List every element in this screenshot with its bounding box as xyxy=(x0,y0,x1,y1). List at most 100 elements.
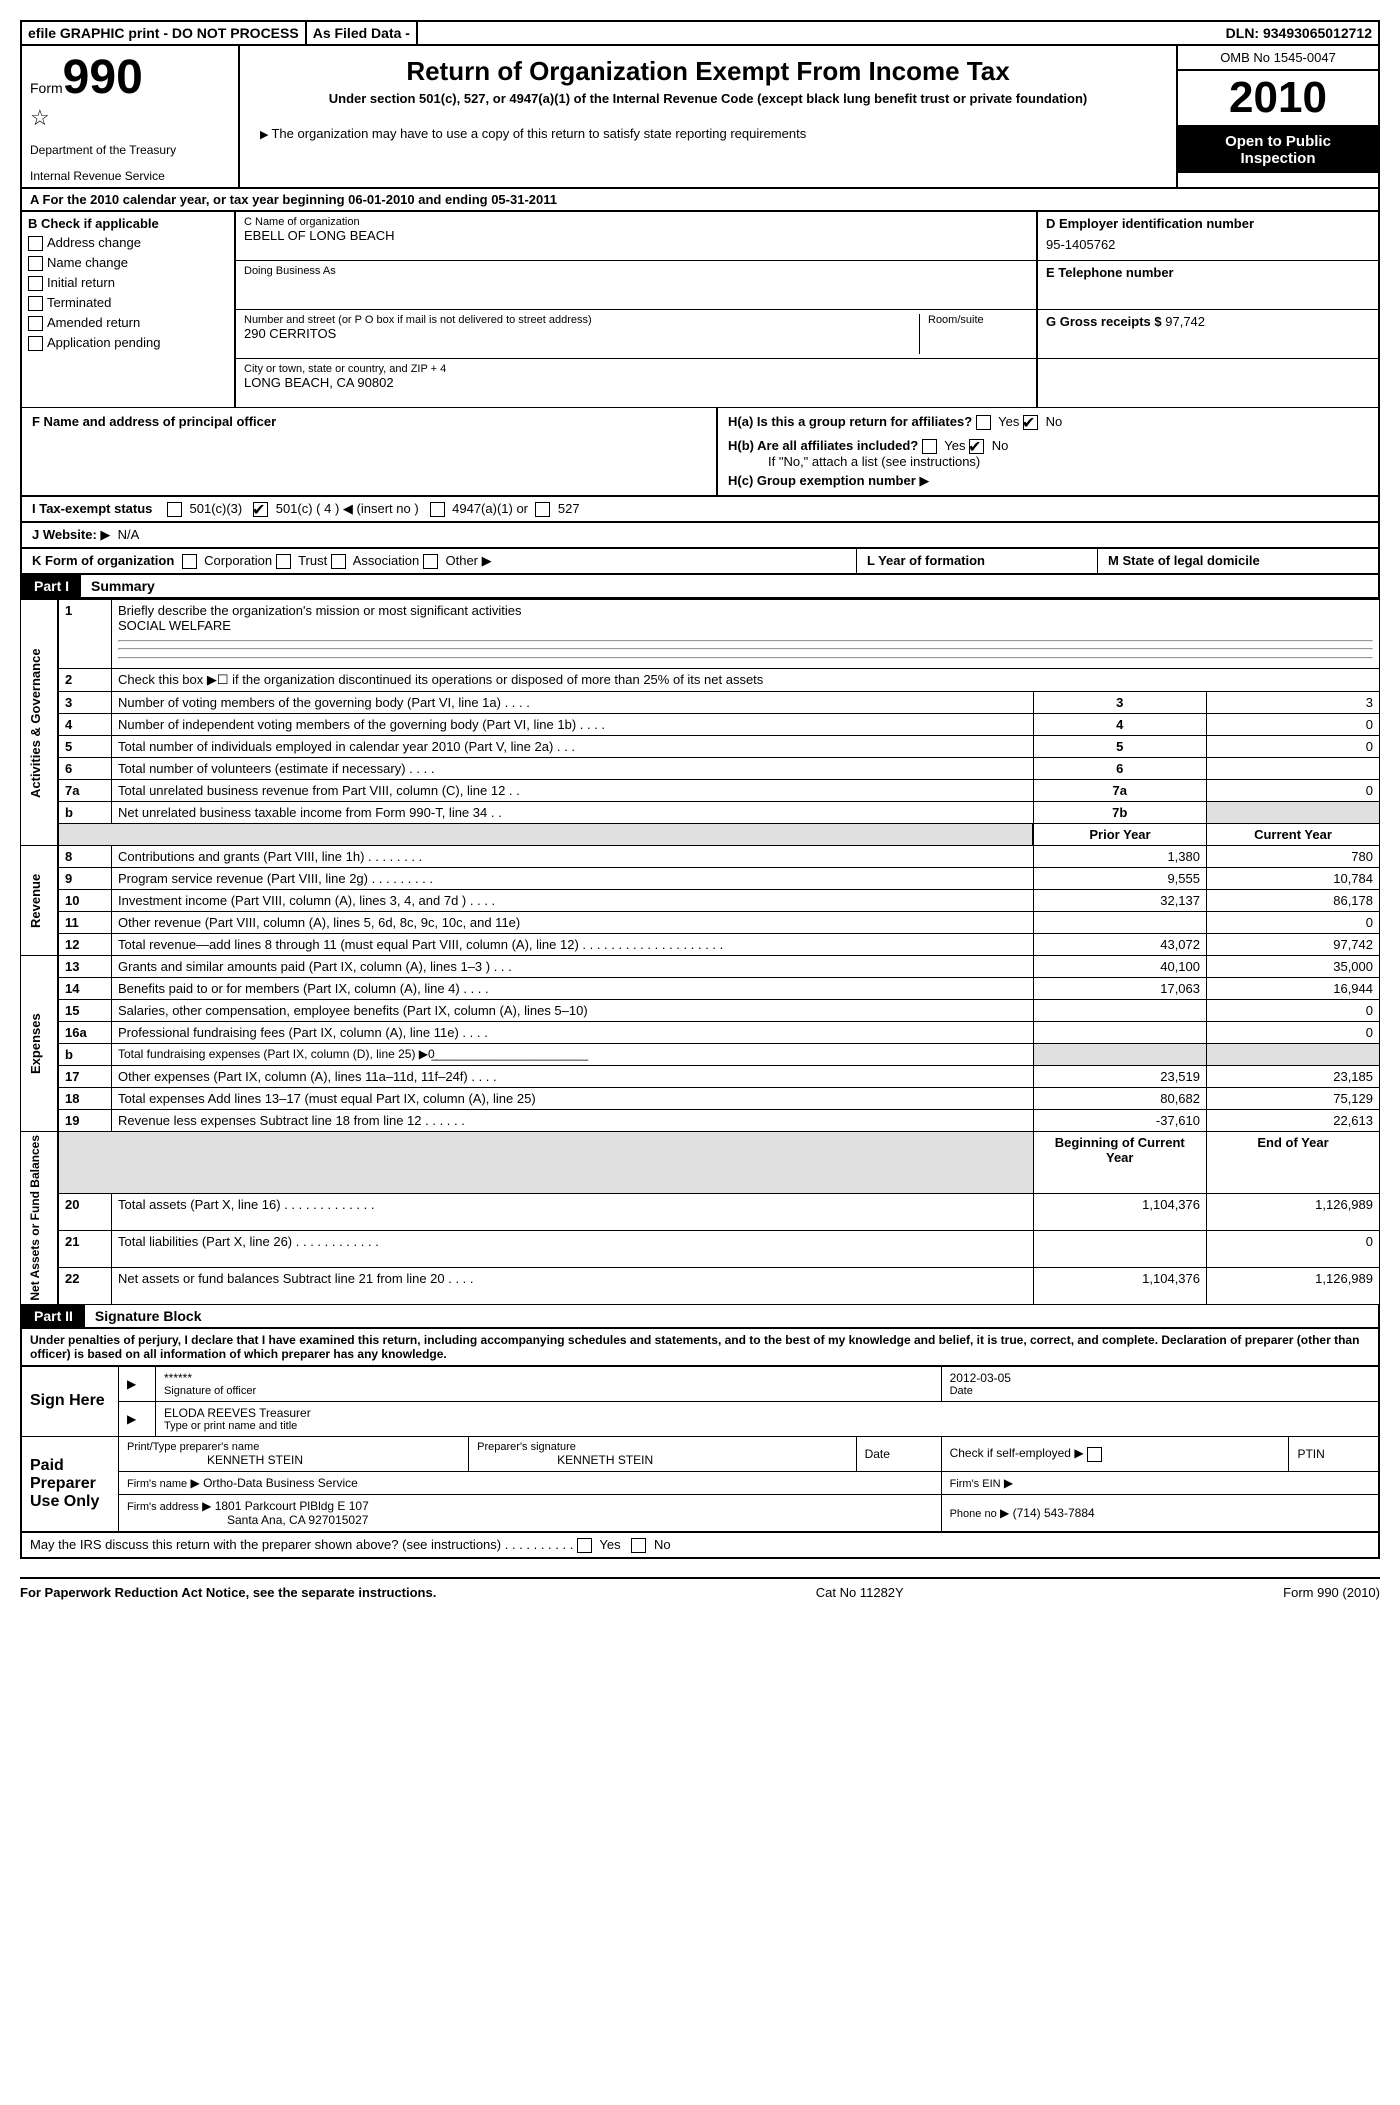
city-state-zip: LONG BEACH, CA 90802 xyxy=(244,375,1028,390)
side-netassets: Net Assets or Fund Balances xyxy=(21,1132,59,1305)
col-begin-year: Beginning of Current Year xyxy=(1033,1132,1207,1194)
discuss-row: May the IRS discuss this return with the… xyxy=(20,1533,1380,1559)
room-suite: Room/suite xyxy=(920,314,1028,354)
inspection-badge: Open to PublicInspection xyxy=(1178,127,1378,173)
part-1-header: Part ISummary xyxy=(20,575,1380,599)
header-left: Form990 ☆ Department of the Treasury Int… xyxy=(22,46,240,187)
discuss-no[interactable] xyxy=(631,1538,646,1553)
part-2-header: Part IISignature Block xyxy=(20,1305,1380,1329)
firm-addr1: 1801 Parkcourt PlBldg E 107 xyxy=(215,1499,369,1513)
side-revenue: Revenue xyxy=(21,846,59,956)
ha-label: H(a) Is this a group return for affiliat… xyxy=(728,414,972,429)
k-other[interactable] xyxy=(423,554,438,569)
q2: Check this box ▶☐ if the organization di… xyxy=(112,669,1380,692)
principal-officer-label: F Name and address of principal officer xyxy=(32,414,276,429)
firm-phone: (714) 543-7884 xyxy=(1013,1506,1095,1520)
form-number: 990 xyxy=(63,51,143,104)
row-i: I Tax-exempt status 501(c)(3) 501(c) ( 4… xyxy=(20,497,1380,523)
form-header: Form990 ☆ Department of the Treasury Int… xyxy=(20,46,1380,189)
k-corp[interactable] xyxy=(182,554,197,569)
hb-note: If "No," attach a list (see instructions… xyxy=(768,454,1368,469)
firm-ein-label: Firm's EIN xyxy=(950,1478,1001,1490)
omb-number: OMB No 1545-0047 xyxy=(1178,46,1378,71)
form-990-page: efile GRAPHIC print - DO NOT PROCESS As … xyxy=(20,20,1380,1600)
discuss-yes[interactable] xyxy=(577,1538,592,1553)
reporting-note: The organization may have to use a copy … xyxy=(271,126,806,141)
self-employed-label: Check if self-employed xyxy=(950,1446,1071,1460)
preparer-date-label: Date xyxy=(856,1436,941,1471)
website-value: N/A xyxy=(118,527,140,542)
firm-name: Ortho-Data Business Service xyxy=(203,1476,358,1490)
tax-year: 2010 xyxy=(1178,71,1378,127)
year-formation: L Year of formation xyxy=(867,553,985,568)
preparer-sig-label: Preparer's signature xyxy=(477,1441,847,1453)
page-footer: For Paperwork Reduction Act Notice, see … xyxy=(20,1577,1380,1600)
row-k: K Form of organization Corporation Trust… xyxy=(20,549,1380,575)
checkbox-initial-return[interactable] xyxy=(28,276,43,291)
preparer-sig: KENNETH STEIN xyxy=(477,1453,847,1467)
form-subtitle: Under section 501(c), 527, or 4947(a)(1)… xyxy=(260,91,1156,106)
street-address: 290 CERRITOS xyxy=(244,326,911,341)
col-b-title: B Check if applicable xyxy=(28,216,228,231)
top-bar: efile GRAPHIC print - DO NOT PROCESS As … xyxy=(20,20,1380,46)
col-b-checkboxes: B Check if applicable Address change Nam… xyxy=(22,212,236,407)
q1-label: Briefly describe the organization's miss… xyxy=(118,603,521,618)
self-employed-checkbox[interactable] xyxy=(1087,1447,1102,1462)
preparer-name-label: Print/Type preparer's name xyxy=(127,1441,460,1453)
ptin-label: PTIN xyxy=(1289,1436,1379,1471)
tax-4947[interactable] xyxy=(430,502,445,517)
footer-form-id: Form 990 (2010) xyxy=(1283,1585,1380,1600)
hc-label: H(c) Group exemption number xyxy=(728,473,916,488)
tax-527[interactable] xyxy=(535,502,550,517)
checkbox-name-change[interactable] xyxy=(28,256,43,271)
signature-redacted: ****** xyxy=(164,1371,933,1385)
tax-501c[interactable] xyxy=(253,502,268,517)
col-c-org-info: C Name of organization EBELL OF LONG BEA… xyxy=(236,212,1038,407)
dba-label: Doing Business As xyxy=(244,265,1028,277)
gross-receipts-label: G Gross receipts $ xyxy=(1046,314,1162,329)
as-filed: As Filed Data - xyxy=(307,22,418,44)
k-trust[interactable] xyxy=(276,554,291,569)
ein-value: 95-1405762 xyxy=(1046,237,1370,252)
city-label: City or town, state or country, and ZIP … xyxy=(244,363,1028,375)
paid-preparer-label: Paid Preparer Use Only xyxy=(21,1436,119,1532)
side-expenses: Expenses xyxy=(21,956,59,1132)
checkbox-app-pending[interactable] xyxy=(28,336,43,351)
row-fh: F Name and address of principal officer … xyxy=(20,407,1380,497)
section-bcd: B Check if applicable Address change Nam… xyxy=(20,212,1380,407)
state-domicile: M State of legal domicile xyxy=(1108,553,1260,568)
form-word: Form xyxy=(30,80,63,96)
street-label: Number and street (or P O box if mail is… xyxy=(244,314,911,326)
telephone-label: E Telephone number xyxy=(1038,261,1378,310)
checkbox-address-change[interactable] xyxy=(28,236,43,251)
checkbox-amended[interactable] xyxy=(28,316,43,331)
perjury-statement: Under penalties of perjury, I declare th… xyxy=(20,1329,1380,1365)
col-end-year: End of Year xyxy=(1207,1132,1380,1194)
sig-officer-label: Signature of officer xyxy=(164,1385,933,1397)
dln: DLN: 93493065012712 xyxy=(1220,22,1378,44)
checkbox-terminated[interactable] xyxy=(28,296,43,311)
org-name: EBELL OF LONG BEACH xyxy=(244,228,1028,243)
hb-yes[interactable] xyxy=(922,439,937,454)
col-current-year: Current Year xyxy=(1207,824,1380,846)
ha-no[interactable] xyxy=(1023,415,1038,430)
hb-label: H(b) Are all affiliates included? xyxy=(728,438,918,453)
q1-answer: SOCIAL WELFARE xyxy=(118,618,231,633)
footer-left: For Paperwork Reduction Act Notice, see … xyxy=(20,1585,436,1600)
ein-label: D Employer identification number xyxy=(1046,216,1370,231)
k-assoc[interactable] xyxy=(331,554,346,569)
dept-treasury: Department of the Treasury xyxy=(30,143,230,157)
sign-here-label: Sign Here xyxy=(21,1366,119,1437)
preparer-name: KENNETH STEIN xyxy=(127,1453,460,1467)
org-name-label: C Name of organization xyxy=(244,216,1028,228)
ha-yes[interactable] xyxy=(976,415,991,430)
summary-table: Activities & Governance 1 Briefly descri… xyxy=(20,599,1380,1305)
form-title: Return of Organization Exempt From Incom… xyxy=(260,56,1156,87)
signature-table: Sign Here ▶ ****** Signature of officer … xyxy=(20,1365,1380,1533)
tax-501c3[interactable] xyxy=(167,502,182,517)
col-d-ids: D Employer identification number 95-1405… xyxy=(1038,212,1378,407)
hb-no[interactable] xyxy=(969,439,984,454)
officer-name-title: ELODA REEVES Treasurer xyxy=(164,1406,1370,1420)
side-activities: Activities & Governance xyxy=(21,600,59,846)
firm-addr2: Santa Ana, CA 927015027 xyxy=(127,1513,368,1527)
